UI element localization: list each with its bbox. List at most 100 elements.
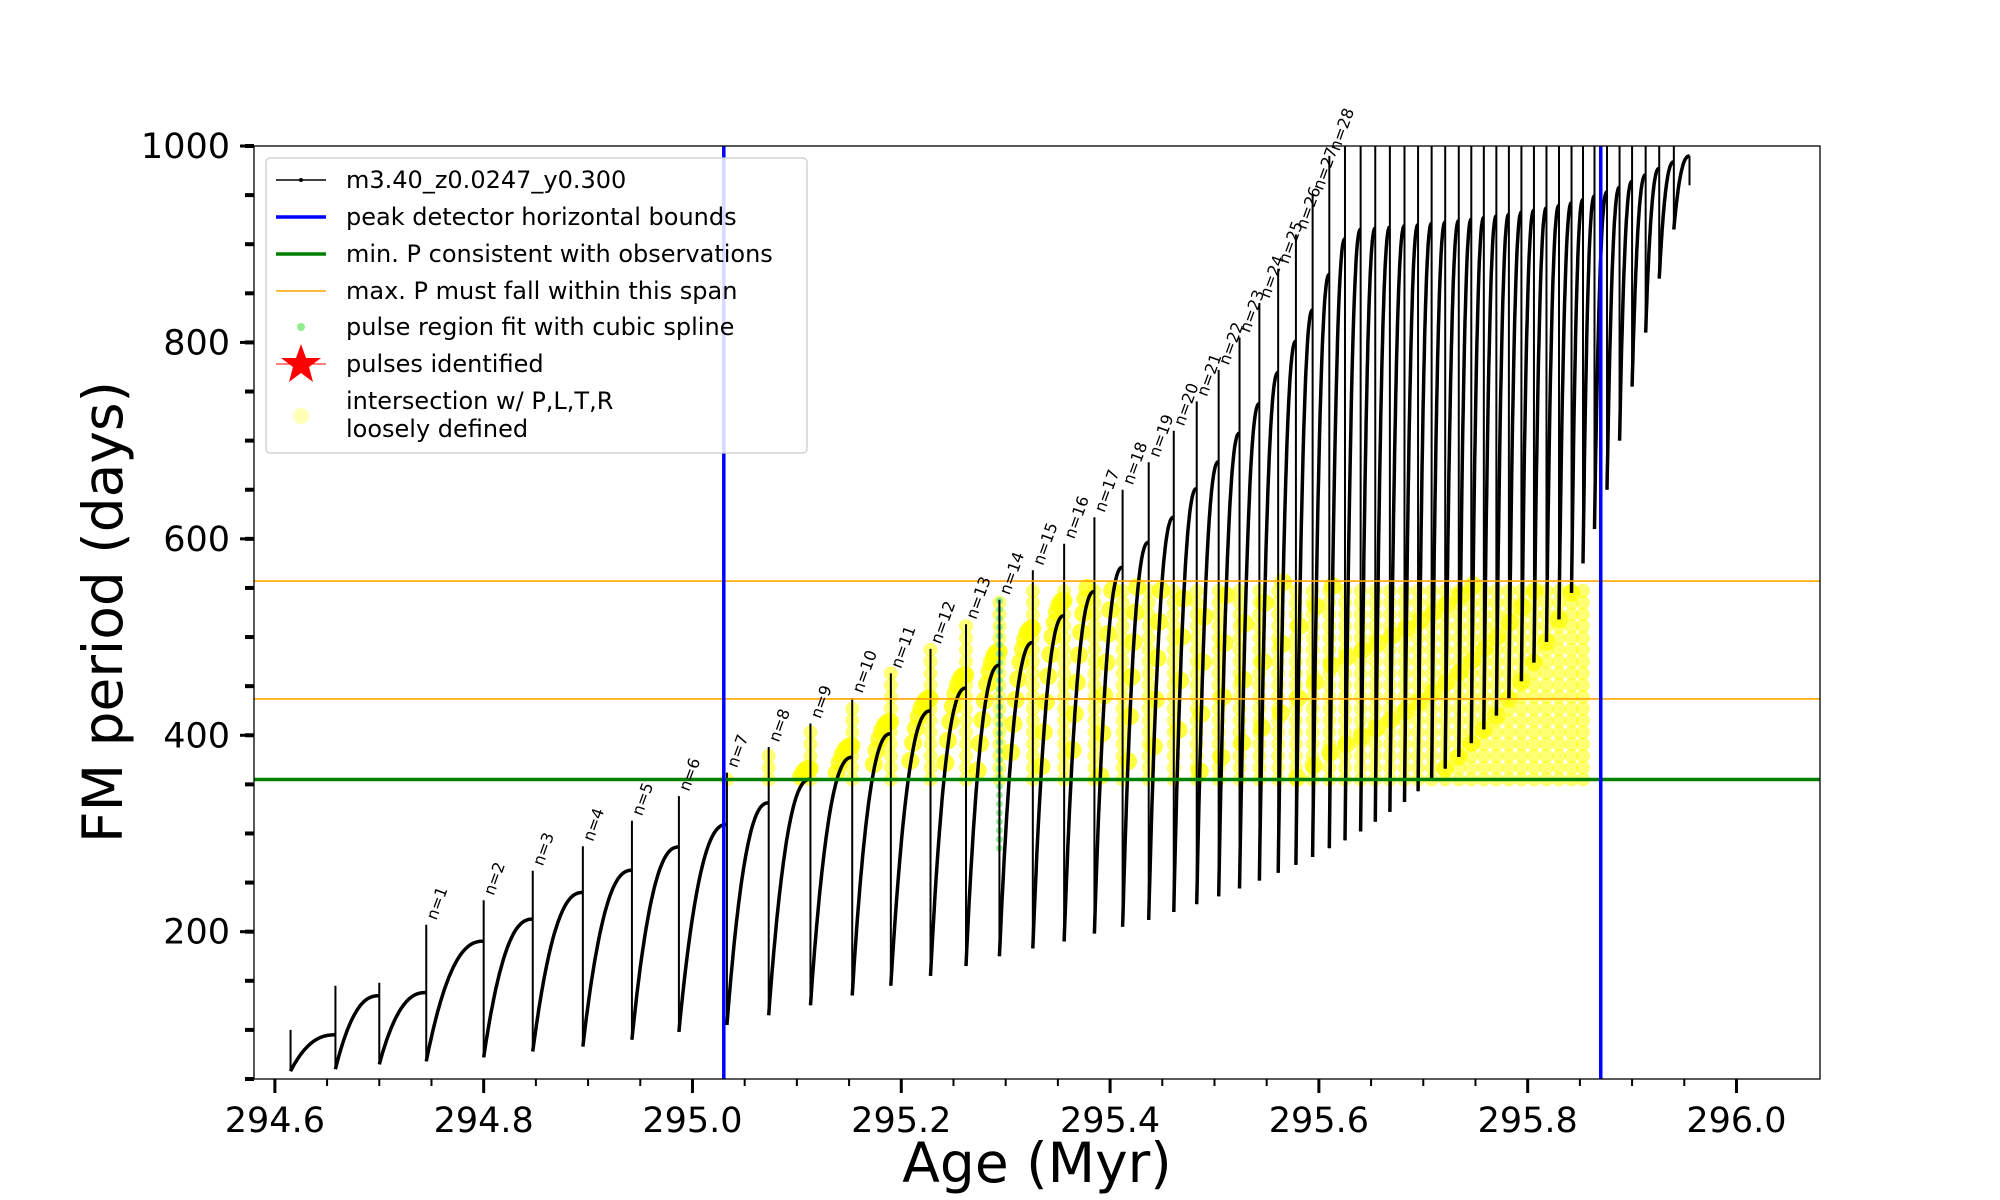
intersection-point (1564, 701, 1579, 716)
pulse-label-n-9: n=9 (806, 683, 835, 721)
track-interpulse-segment (581, 868, 632, 1047)
legend-spline-marker (297, 323, 305, 331)
track-interpulse-segment (1482, 214, 1498, 730)
pulse-label-n-2: n=2 (480, 859, 509, 897)
track-interpulse-segment (333, 993, 380, 1070)
intersection-point (1514, 760, 1529, 775)
pulse-label-n-4: n=4 (579, 805, 608, 843)
intersection-point (1501, 725, 1516, 740)
pulse-label-n-6: n=6 (675, 755, 704, 793)
x-tick-label: 295.0 (642, 1101, 742, 1141)
track-interpulse-segment (424, 939, 484, 1062)
intersection-point (1451, 760, 1466, 775)
intersection-point (1576, 631, 1591, 646)
evolution-track (288, 146, 1691, 1072)
track-interpulse-segment (1237, 401, 1260, 889)
intersection-point (1576, 725, 1591, 740)
intersection-point (1552, 631, 1566, 646)
intersection-point (1501, 737, 1516, 752)
track-interpulse-segment (1294, 308, 1314, 865)
intersection-point (1501, 748, 1516, 763)
intersection-point (1501, 760, 1516, 775)
intersection-point (1514, 713, 1529, 728)
track-interpulse-segment (997, 640, 1034, 957)
intersection-point (1552, 760, 1566, 775)
track-interpulse-segment (1569, 197, 1585, 593)
legend-intersect-label-line1: intersection w/ P,L,T,R (346, 387, 613, 415)
x-tick-label: 295.8 (1478, 1101, 1578, 1141)
intersection-point (1526, 701, 1541, 716)
intersection-point (1564, 666, 1579, 681)
track-interpulse-segment (1519, 208, 1535, 682)
track-interpulse-segment (1146, 515, 1174, 920)
intersection-point (1526, 666, 1541, 681)
track-interpulse-segment (889, 709, 931, 986)
intersection-point (1526, 760, 1541, 775)
track-interpulse-segment (1276, 339, 1297, 873)
intersection-point (1514, 689, 1529, 704)
intersection-point (1564, 654, 1579, 669)
legend-intersect-marker (293, 408, 309, 424)
x-tick-label: 295.6 (1269, 1101, 1369, 1141)
intersection-point (1526, 748, 1541, 763)
intersection-point (1552, 642, 1566, 657)
intersection-point (1526, 689, 1541, 704)
pulse-label-n-1: n=1 (422, 884, 451, 922)
intersection-point (1526, 713, 1541, 728)
legend-spline-label: pulse region fit with cubic spline (346, 313, 734, 341)
y-axis-label: FM period (days) (71, 381, 135, 843)
track-interpulse-segment (1327, 237, 1346, 849)
intersection-point (1552, 725, 1566, 740)
pulse-label-n-16: n=16 (1060, 493, 1093, 541)
track-interpulse-segment (1257, 370, 1279, 881)
pulse-label-n-8: n=8 (765, 706, 794, 744)
legend-track-marker (299, 178, 303, 182)
pulse-label-n-11: n=11 (887, 623, 920, 671)
track-interpulse-segment (1031, 613, 1065, 949)
track-interpulse-segment (677, 822, 728, 1033)
intersection-point (1552, 748, 1566, 763)
pulse-label-n-3: n=3 (529, 830, 558, 868)
y-tick-label: 1000 (141, 127, 230, 167)
intersection-point (1576, 642, 1591, 657)
track-interpulse-segment (1194, 459, 1219, 905)
intersection-point (1564, 631, 1579, 646)
track-interpulse-segment (1062, 589, 1095, 942)
intersection-point (1489, 748, 1504, 763)
track-interpulse-segment (1507, 210, 1523, 699)
intersection-point (1564, 595, 1579, 610)
track-interpulse-segment (964, 663, 1000, 967)
track-interpulse-segment (377, 990, 427, 1065)
y-axis: 200 400 600 800 1000 (141, 127, 254, 1081)
track-interpulse-segment (808, 755, 853, 1006)
intersection-point (1539, 689, 1554, 704)
intersection-point (1476, 748, 1491, 763)
intersection-point (1564, 642, 1579, 657)
intersection-point (1576, 689, 1591, 704)
intersection-point (1476, 760, 1491, 775)
intersection-point (1539, 642, 1554, 657)
legend-maxp-label: max. P must fall within this span (346, 277, 737, 305)
legend-intersect-label-line2: loosely defined (346, 415, 528, 443)
x-axis-label: Age (Myr) (902, 1131, 1171, 1195)
intersection-point (1464, 748, 1479, 763)
intersection-point (1552, 689, 1566, 704)
intersection-point (1576, 654, 1591, 669)
track-interpulse-segment (1358, 226, 1377, 832)
pulse-label-n-15: n=15 (1029, 520, 1062, 568)
intersection-point (1539, 748, 1554, 763)
track-interpulse-segment (850, 731, 891, 996)
track-interpulse-segment (288, 1033, 336, 1072)
track-interpulse-segment (1216, 431, 1240, 897)
track-interpulse-segment (1172, 486, 1197, 913)
legend-pulses-label: pulses identified (346, 350, 544, 378)
intersection-point (1489, 725, 1504, 740)
intersection-point (1576, 607, 1591, 622)
track-interpulse-segment (1657, 160, 1674, 279)
intersection-point (1564, 713, 1579, 728)
pulse-label-n-17: n=17 (1090, 467, 1123, 515)
y-tick-label: 800 (163, 323, 230, 363)
legend-bounds-label: peak detector horizontal bounds (346, 203, 737, 231)
track-interpulse-segment (1469, 215, 1485, 744)
